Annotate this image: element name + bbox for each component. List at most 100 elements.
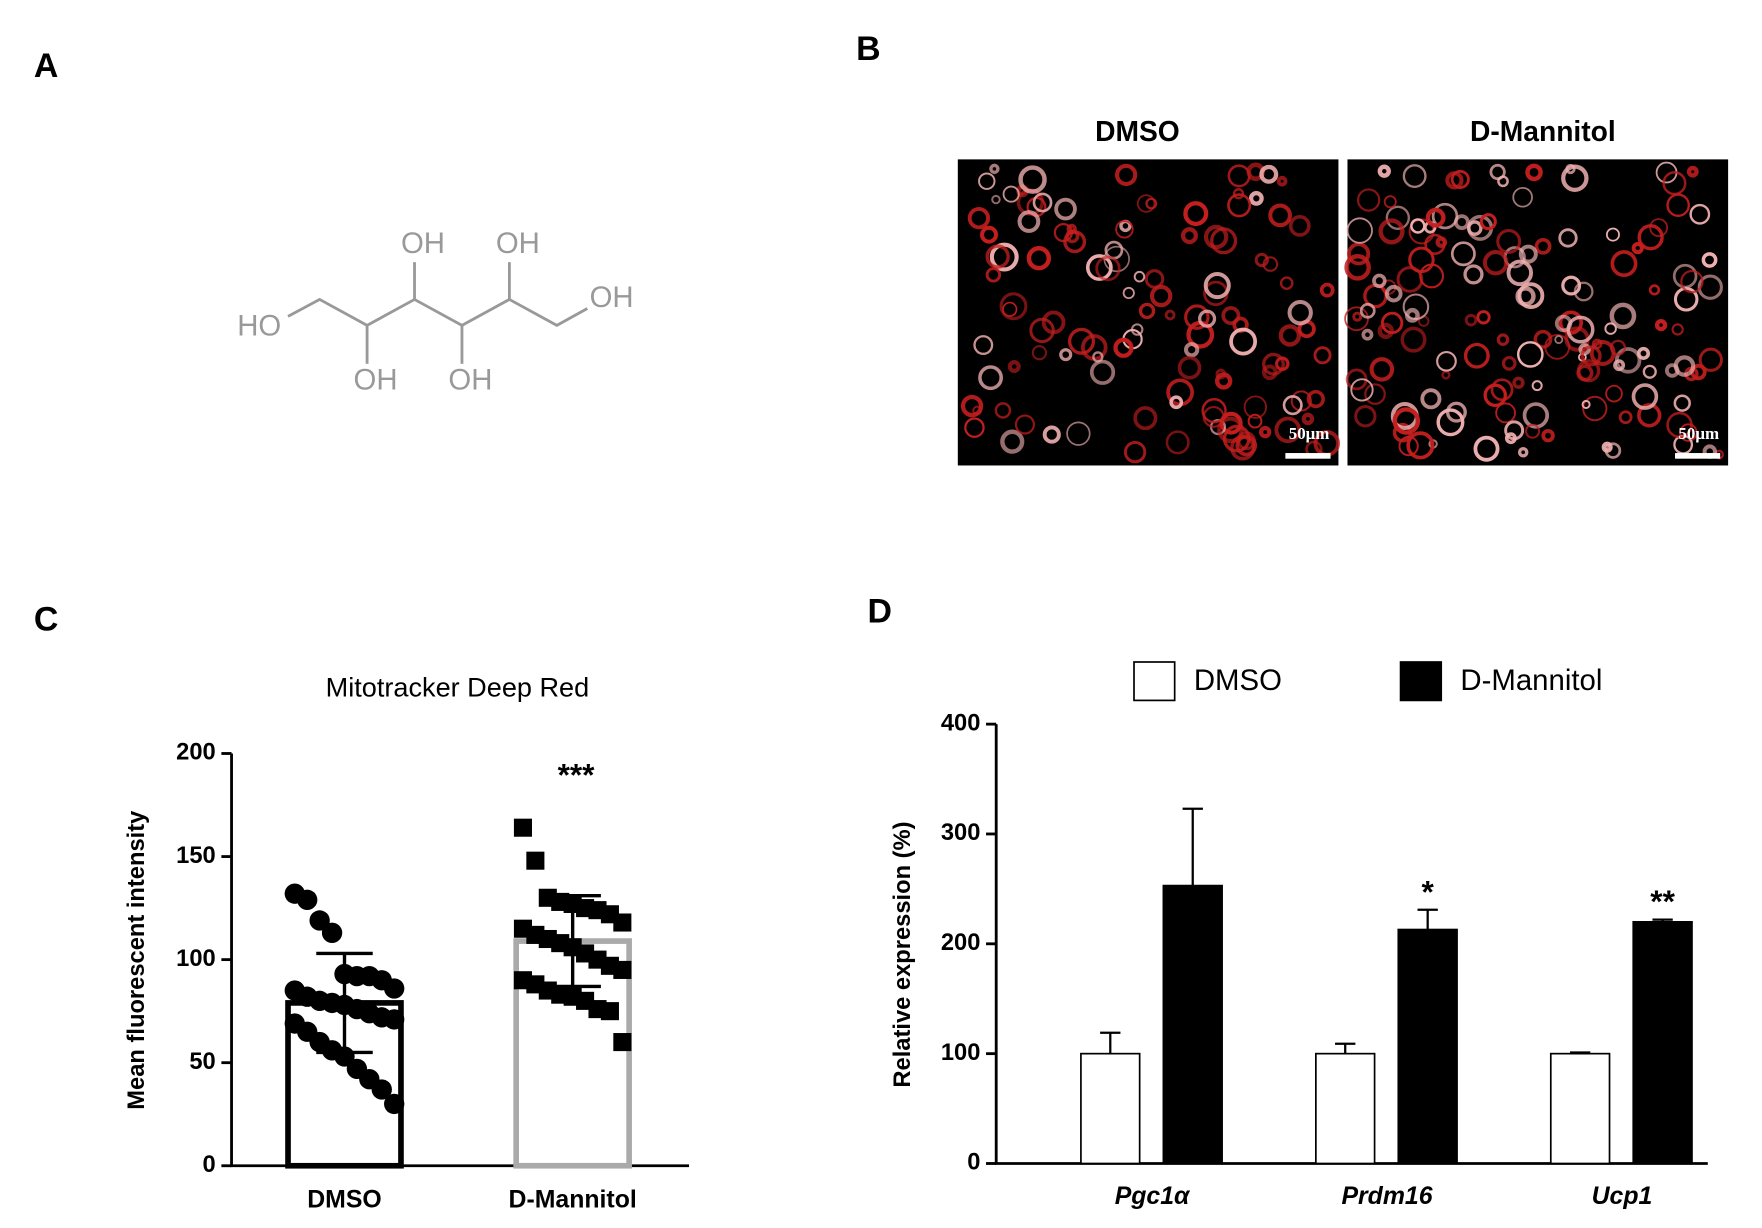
cell: [1279, 276, 1294, 290]
cell: [991, 194, 1001, 205]
error-bar: [1100, 1031, 1121, 1054]
significance: **: [1650, 883, 1675, 919]
cell: [1561, 275, 1582, 296]
cell: [1229, 327, 1258, 356]
cell: [1680, 269, 1704, 294]
panel-label: B: [856, 30, 880, 68]
cell: [1496, 333, 1510, 346]
cell: [1113, 337, 1134, 358]
atom-label: OH: [590, 281, 634, 314]
cell: [1177, 355, 1202, 380]
bar: [1549, 1052, 1611, 1165]
cell: [1352, 311, 1363, 322]
cell: [1533, 329, 1553, 349]
cell: [1243, 395, 1268, 419]
y-tick-label: 0: [203, 1152, 216, 1178]
cell: [1425, 207, 1446, 228]
cell: [1701, 252, 1718, 268]
cell: [1541, 428, 1555, 443]
cell: [1377, 322, 1394, 340]
cell: [1282, 395, 1303, 416]
legend-label: D-Mannitol: [1460, 664, 1602, 697]
cell: [1164, 309, 1176, 321]
y-tick-label: 100: [941, 1040, 981, 1066]
cell: [1501, 356, 1517, 371]
cell: [1288, 215, 1311, 237]
cell: [1059, 348, 1073, 362]
cell: [1385, 205, 1410, 230]
cell: [1445, 401, 1467, 423]
cell: [1133, 270, 1146, 283]
cell: [1130, 323, 1144, 336]
cell: [1637, 224, 1664, 251]
cell: [1402, 164, 1427, 189]
cell: [1649, 218, 1669, 238]
cell: [964, 417, 985, 438]
data-point: [371, 1079, 392, 1100]
cell: [1482, 249, 1509, 276]
data-point: [321, 922, 343, 943]
cell: [1203, 224, 1229, 250]
cell: [1133, 406, 1158, 431]
cell: [1578, 343, 1591, 356]
cell: [1483, 383, 1507, 408]
cell: [1495, 402, 1516, 424]
cell: [978, 172, 996, 190]
cell: [1398, 435, 1419, 457]
legend-swatch: [1133, 661, 1176, 702]
cell: [1589, 339, 1616, 366]
cell: [1673, 286, 1699, 312]
y-tick-label: 50: [189, 1049, 215, 1075]
data-point: [613, 1033, 632, 1052]
cell: [1479, 213, 1497, 231]
cell: [1089, 359, 1116, 385]
atom-label: OH: [496, 227, 540, 260]
cell: [1041, 310, 1066, 335]
cell: [1689, 203, 1711, 225]
cell: [989, 163, 1000, 175]
cell: [1576, 364, 1594, 382]
cell: [1476, 310, 1491, 325]
cell: [1276, 175, 1288, 187]
cell: [1247, 413, 1263, 429]
cell: [1347, 242, 1371, 266]
axis: [994, 724, 1708, 1165]
cell: [1092, 351, 1104, 363]
cell: [1259, 164, 1279, 184]
cell: [1032, 192, 1053, 213]
legend-swatch: [1399, 661, 1443, 702]
x-tick-label: DMSO: [307, 1186, 382, 1213]
cell: [999, 292, 1028, 321]
cell: [1558, 228, 1578, 248]
cell: [1372, 273, 1387, 289]
scale-bar: [1675, 453, 1721, 459]
cell: [1453, 214, 1470, 231]
image-title: D-Mannitol: [1470, 115, 1616, 147]
atom-label: OH: [401, 227, 445, 260]
cell: [1400, 326, 1427, 353]
cell: [1254, 252, 1269, 268]
cell: [1671, 323, 1684, 336]
atom-label: OH: [354, 364, 398, 397]
y-axis-label: Mean fluorescent intensity: [124, 810, 150, 1110]
y-tick-label: 400: [941, 710, 981, 736]
cell: [1496, 229, 1522, 254]
chart-title: Mitotracker Deep Red: [326, 671, 590, 702]
cell: [1214, 372, 1233, 390]
bar: [1315, 1052, 1376, 1165]
cell: [967, 207, 990, 230]
y-tick-label: 200: [941, 930, 981, 956]
axis: [230, 753, 689, 1168]
cell: [1610, 250, 1638, 278]
cell: [1258, 425, 1272, 439]
cell: [1515, 286, 1536, 307]
cell: [1406, 431, 1435, 460]
cell: [1605, 227, 1620, 242]
legend-label: DMSO: [1194, 664, 1282, 697]
cell: [1686, 165, 1699, 178]
bar: [1632, 920, 1693, 1165]
y-tick-label: 150: [176, 843, 216, 869]
cell: [1359, 302, 1376, 319]
cell: [1313, 346, 1332, 365]
